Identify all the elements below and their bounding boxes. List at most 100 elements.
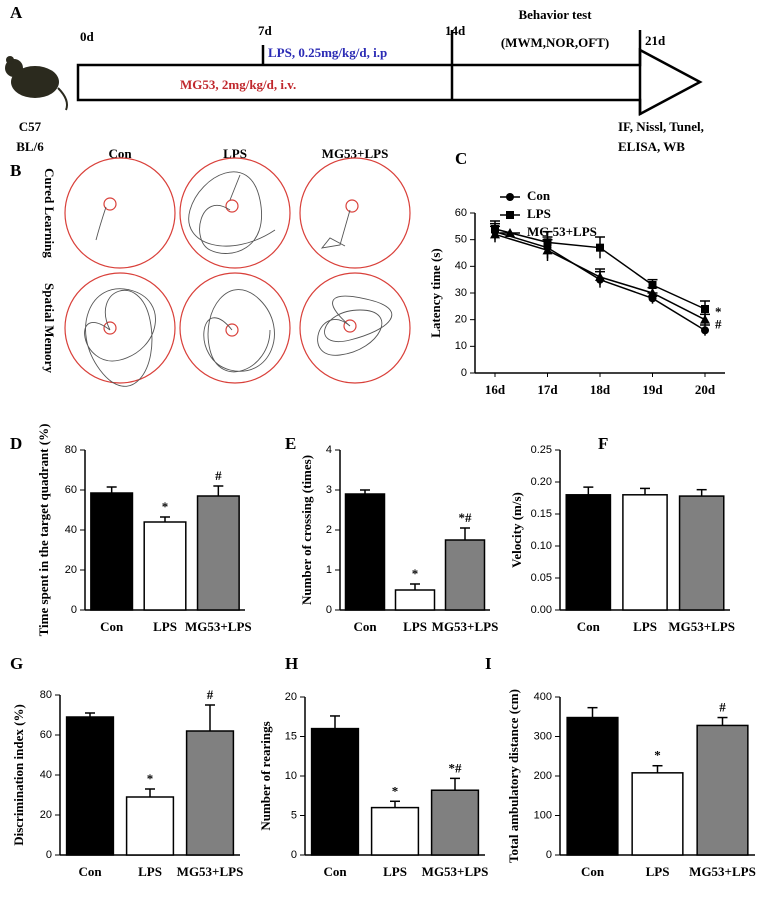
- bar: [394, 589, 436, 611]
- y-tick-label: 0: [291, 849, 297, 861]
- x-tick-label: 17d: [537, 382, 558, 397]
- mg53-treatment: MG53, 2mg/kg/d, i.v.: [180, 77, 296, 92]
- x-tick-label: Con: [78, 864, 102, 879]
- y-axis-label: Latency time (s): [428, 248, 443, 338]
- y-tick-label: 0.15: [531, 508, 552, 520]
- assays: ELISA, WB: [618, 139, 685, 154]
- significance-label: *: [392, 783, 399, 798]
- x-tick-label: LPS: [138, 864, 162, 879]
- legend-label: MG 53+LPS: [527, 224, 597, 239]
- behavior-list: (MWM,NOR,OFT): [501, 35, 609, 50]
- y-tick-label: 10: [285, 770, 297, 782]
- y-tick-label: 0: [546, 849, 552, 861]
- timeline-arrow: [76, 30, 703, 117]
- x-tick-label: MG53+LPS: [185, 619, 252, 634]
- panel-letter: D: [10, 434, 22, 453]
- legend-marker: [506, 211, 514, 219]
- bar: [143, 521, 187, 611]
- x-tick-label: LPS: [633, 619, 657, 634]
- y-tick-label: 50: [455, 234, 467, 246]
- y-axis-label: Total ambulatory distance (cm): [506, 689, 521, 863]
- y-tick-label: 40: [65, 524, 77, 536]
- y-tick-label: 0.25: [531, 444, 552, 456]
- timepoint: 14d: [445, 23, 466, 38]
- bar: [344, 493, 386, 611]
- timepoint: 7d: [258, 23, 273, 38]
- y-tick-label: 2: [326, 524, 332, 536]
- significance-label: *: [654, 748, 661, 763]
- y-tick-label: 40: [455, 260, 467, 272]
- panel-letter: E: [285, 434, 296, 453]
- legend-marker: [506, 193, 514, 201]
- legend-marker: [505, 228, 515, 237]
- y-tick-label: 40: [40, 769, 52, 781]
- row-label: Spatial Memory: [42, 283, 57, 373]
- y-tick-label: 60: [65, 484, 77, 496]
- x-tick-label: Con: [323, 864, 347, 879]
- y-axis-label: Number of crossing (times): [299, 455, 314, 605]
- y-tick-label: 10: [455, 340, 467, 352]
- point: [542, 245, 553, 255]
- y-tick-label: 30: [455, 287, 467, 299]
- point: [701, 326, 709, 335]
- significance-label: *: [162, 499, 169, 514]
- y-tick-label: 0: [46, 849, 52, 861]
- x-tick-label: MG53+LPS: [422, 864, 489, 879]
- point: [701, 305, 709, 313]
- y-tick-label: 0.05: [531, 572, 552, 584]
- bar: [196, 495, 240, 611]
- significance-label: *: [147, 771, 154, 786]
- significance-label: #: [215, 468, 222, 483]
- y-tick-label: 20: [40, 809, 52, 821]
- y-axis-label: Time spent in the target quadrant (%): [36, 424, 51, 637]
- column-label: LPS: [223, 146, 247, 161]
- bar: [631, 772, 684, 856]
- bar: [678, 495, 725, 611]
- y-tick-label: 3: [326, 484, 332, 496]
- column-label: MG53+LPS: [322, 146, 389, 161]
- significance-label: #: [719, 700, 726, 715]
- y-tick-label: 20: [455, 314, 467, 326]
- significance-label: #: [715, 317, 722, 332]
- bar: [696, 724, 749, 856]
- point: [490, 229, 500, 239]
- y-axis-label: Discrimination index (%): [11, 704, 26, 846]
- point: [700, 314, 710, 324]
- strain: BL/6: [16, 139, 44, 154]
- y-tick-label: 400: [534, 691, 552, 703]
- panel-letter: H: [285, 654, 298, 673]
- timepoint: 0d: [80, 29, 95, 44]
- x-tick-label: 19d: [642, 382, 663, 397]
- panel-letter: I: [485, 654, 492, 673]
- significance-label: #: [207, 687, 214, 702]
- bar: [310, 727, 360, 856]
- bar: [125, 796, 175, 856]
- bar: [185, 730, 235, 856]
- y-tick-label: 15: [285, 730, 297, 742]
- mouse-icon: [5, 56, 68, 111]
- timepoint: 21d: [645, 33, 666, 48]
- x-tick-label: MG53+LPS: [177, 864, 244, 879]
- significance-label: *#: [459, 510, 473, 525]
- y-axis-label: Number of rearings: [258, 721, 273, 830]
- y-tick-label: 20: [285, 691, 297, 703]
- bar: [430, 789, 480, 856]
- y-tick-label: 0: [71, 604, 77, 616]
- behavior-title: Behavior test: [518, 7, 592, 22]
- y-tick-label: 0.00: [531, 604, 552, 616]
- x-tick-label: LPS: [153, 619, 177, 634]
- legend-label: LPS: [527, 206, 551, 221]
- x-tick-label: MG53+LPS: [668, 619, 735, 634]
- y-tick-label: 0.10: [531, 540, 552, 552]
- y-axis-label: Velocity (m/s): [509, 492, 524, 568]
- x-tick-label: LPS: [403, 619, 427, 634]
- x-tick-label: MG53+LPS: [432, 619, 499, 634]
- x-tick-label: Con: [581, 864, 605, 879]
- x-tick-label: LPS: [383, 864, 407, 879]
- y-tick-label: 0: [326, 604, 332, 616]
- y-tick-label: 4: [326, 444, 332, 456]
- lps-treatment: LPS, 0.25mg/kg/d, i.p: [268, 45, 387, 60]
- bar: [566, 716, 619, 856]
- y-tick-label: 5: [291, 809, 297, 821]
